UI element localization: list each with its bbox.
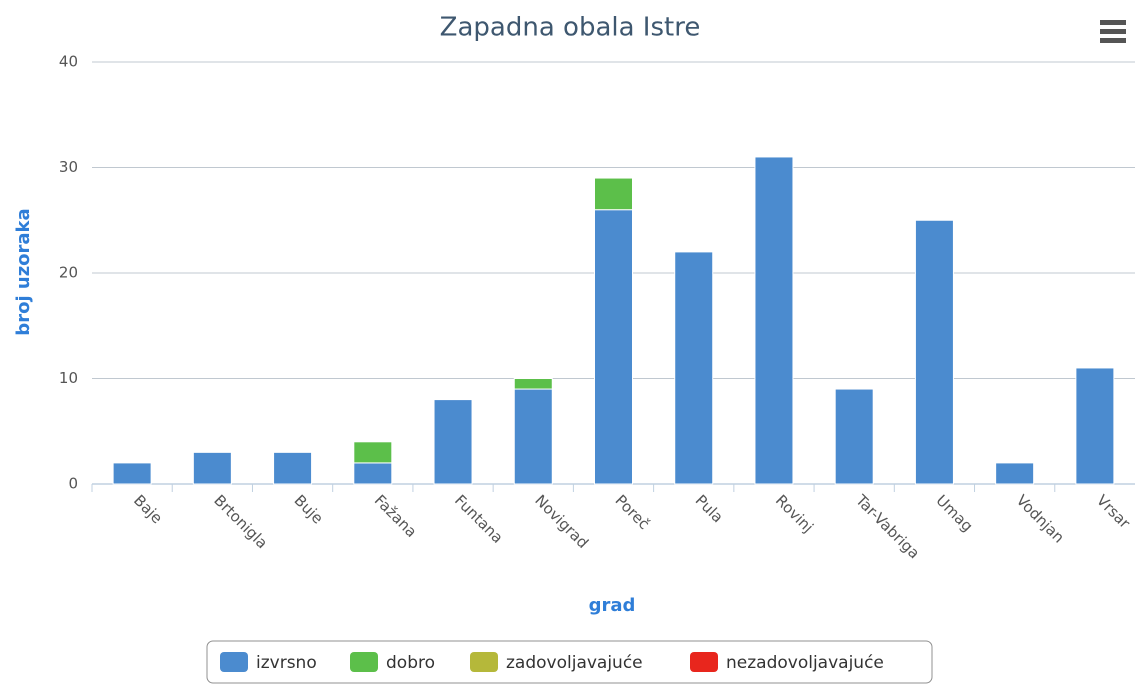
bar <box>1075 367 1115 485</box>
legend-swatch[interactable] <box>690 652 718 672</box>
bar <box>273 451 313 485</box>
y-tick-label: 40 <box>59 53 78 71</box>
legend-swatch[interactable] <box>470 652 498 672</box>
legend-label[interactable]: nezadovoljavajuće <box>726 653 884 673</box>
x-tick-label: Poreč <box>611 491 653 533</box>
x-tick-label: Baje <box>130 491 166 527</box>
x-tick-label: Novigrad <box>531 491 592 552</box>
bar <box>754 156 794 485</box>
x-tick-label: Tar-Vabriga <box>851 491 923 563</box>
legend-swatch[interactable] <box>350 652 378 672</box>
x-tick-label: Funtana <box>451 491 507 547</box>
legend-swatch[interactable] <box>220 652 248 672</box>
chart-title: Zapadna obala Istre <box>440 13 701 43</box>
y-axis-title: broj uzoraka <box>13 208 34 335</box>
y-tick-label: 0 <box>68 475 78 493</box>
y-tick-label: 10 <box>59 369 78 387</box>
bar <box>353 462 393 485</box>
legend-label[interactable]: izvrsno <box>256 653 317 673</box>
y-tick-label: 20 <box>59 264 78 282</box>
bar <box>594 209 633 485</box>
x-tick-label: Vodnjan <box>1013 491 1068 546</box>
bar <box>594 177 633 211</box>
x-tick-label: Buje <box>291 491 327 527</box>
bar <box>353 441 393 464</box>
menu-icon[interactable] <box>1100 20 1126 43</box>
legend-label[interactable]: zadovoljavajuće <box>506 653 643 673</box>
bar <box>674 251 714 485</box>
bar <box>914 219 954 485</box>
x-tick-label: Rovinj <box>772 491 817 536</box>
y-tick-label: 30 <box>59 158 78 176</box>
bar <box>513 378 553 390</box>
legend-label[interactable]: dobro <box>386 653 435 673</box>
x-axis-title: grad <box>589 595 636 616</box>
x-tick-label: Vrsar <box>1093 491 1134 532</box>
x-tick-label: Umag <box>932 491 976 535</box>
x-tick-label: Brtonigla <box>210 491 271 552</box>
bar <box>192 451 232 485</box>
x-tick-label: Pula <box>692 491 727 526</box>
bar <box>112 462 152 485</box>
bar <box>513 388 553 485</box>
bar <box>834 388 874 485</box>
bar <box>995 462 1035 485</box>
x-tick-label: Fažana <box>371 491 421 541</box>
legend-box <box>206 640 933 684</box>
bar <box>433 399 473 485</box>
